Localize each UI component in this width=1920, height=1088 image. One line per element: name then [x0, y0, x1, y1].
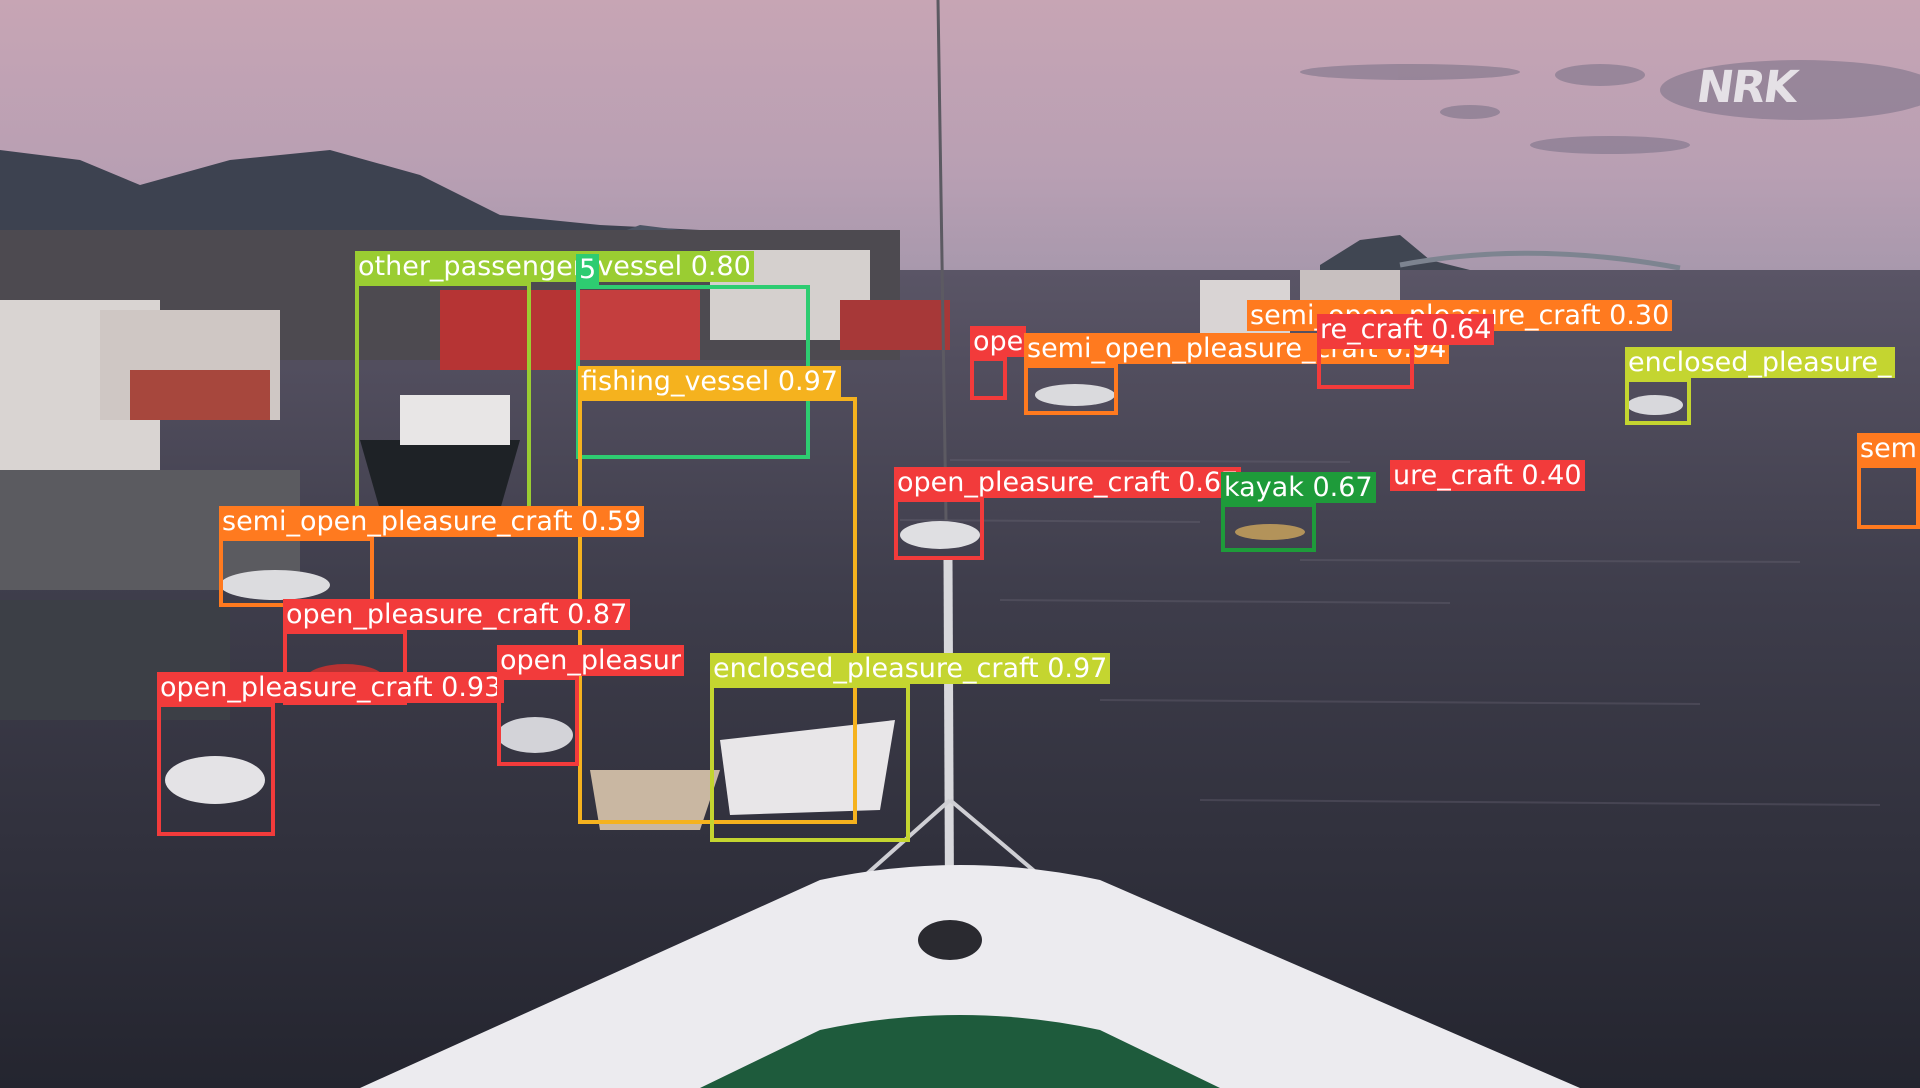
detection-label: semi_open_pleasure_craft 0.59 [219, 506, 645, 537]
detection-label: enclosed_pleasure_ [1625, 347, 1895, 378]
detection-label: ure_craft 0.40 [1390, 460, 1585, 491]
detection-box: kayak 0.67 [1221, 472, 1376, 552]
detection-box: enclosed_pleasure_craft 0.97 [710, 653, 1111, 842]
detection-box: ope [970, 326, 1027, 400]
detection-label: kayak 0.67 [1221, 472, 1376, 503]
detection-box: open_pleasure_craft 0.87 [283, 599, 631, 705]
ship-bow [360, 865, 1580, 1088]
detection-label: ope [970, 326, 1027, 357]
detection-box: semi_open_pleasure_craft 0.59 [219, 506, 645, 607]
detection-label: open_pleasure_craft 0.67 [894, 467, 1242, 498]
detection-box: semi_open_pleasure_craft 0.94 [1024, 333, 1450, 415]
detection-label: re_craft 0.64 [1317, 314, 1495, 345]
detection-box: open_pleasur [497, 645, 684, 766]
detection-label: fishing_vessel 0.97 [578, 366, 841, 397]
detection-box: other_passenger_vessel 0.80 [355, 251, 754, 517]
bow-deck [700, 1015, 1220, 1088]
detection-box: sem [1857, 433, 1920, 529]
detection-box: open_pleasure_craft 0.67 [894, 467, 1242, 560]
detection-label: enclosed_pleasure_craft 0.97 [710, 653, 1111, 684]
bridge [1399, 250, 1681, 271]
detection-label: open_pleasure_craft 0.87 [283, 599, 631, 630]
detection-label: 5 [576, 254, 600, 285]
sea-ripples [899, 459, 1881, 806]
detection-label: open_pleasur [497, 645, 684, 676]
clouds [1300, 60, 1920, 154]
detection-box: re_craft 0.64 [1317, 314, 1495, 389]
detection-box: enclosed_pleasure_ [1625, 347, 1895, 425]
bow-anchor-winch [918, 920, 982, 960]
detection-box: open_pleasure_craft 0.93 [157, 672, 505, 836]
broadcaster-logo: NRK [1693, 62, 1800, 113]
detection-label: open_pleasure_craft 0.93 [157, 672, 505, 703]
detection-label: other_passenger_vessel 0.80 [355, 251, 754, 282]
detection-label: sem [1857, 433, 1920, 464]
